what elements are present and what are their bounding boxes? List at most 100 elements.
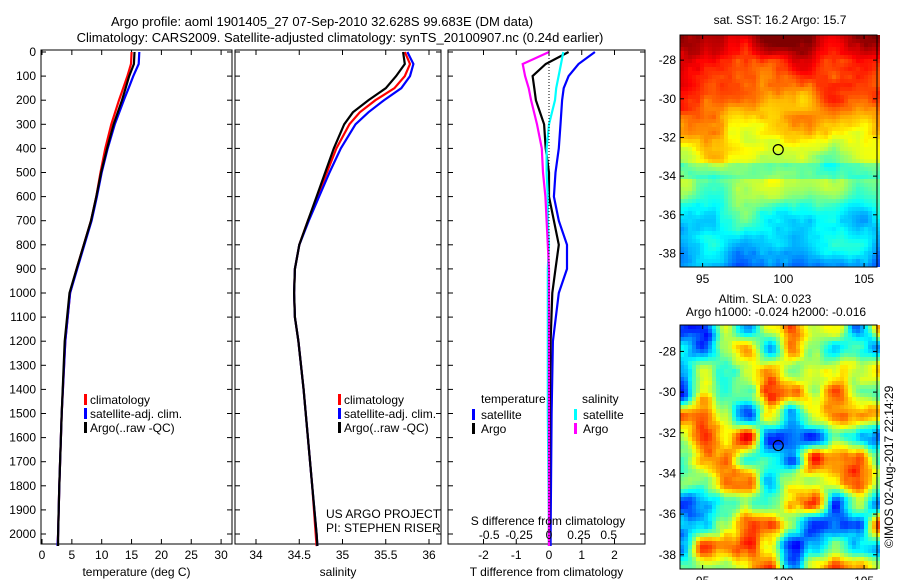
map-cell	[764, 63, 768, 67]
map-cell	[716, 361, 720, 365]
map-cell	[820, 429, 824, 433]
map-cell	[764, 135, 768, 139]
map-cell	[732, 131, 736, 135]
map-cell	[680, 179, 684, 183]
map-cell	[684, 67, 688, 71]
map-cell	[728, 263, 732, 267]
map-cell	[720, 163, 724, 167]
map-cell	[848, 91, 852, 95]
map-cell	[768, 247, 772, 251]
map-cell	[724, 373, 728, 377]
map-cell	[688, 139, 692, 143]
map-cell	[836, 191, 840, 195]
map-cell	[800, 389, 804, 393]
map-cell	[864, 361, 868, 365]
map-cell	[768, 441, 772, 445]
map-cell	[820, 425, 824, 429]
map-cell	[824, 179, 828, 183]
map-cell	[752, 119, 756, 123]
map-cell	[760, 147, 764, 151]
map-cell	[684, 171, 688, 175]
map-cell	[776, 345, 780, 349]
map-cell	[784, 215, 788, 219]
map-cell	[740, 59, 744, 63]
map-cell	[768, 377, 772, 381]
map-cell	[848, 461, 852, 465]
map-cell	[776, 369, 780, 373]
map-cell	[852, 465, 856, 469]
map-cell	[812, 183, 816, 187]
map-cell	[724, 341, 728, 345]
map-cell	[764, 171, 768, 175]
map-cell	[744, 227, 748, 231]
map-cell	[820, 357, 824, 361]
map-cell	[852, 67, 856, 71]
map-cell	[784, 87, 788, 91]
legend-label: satellite	[481, 408, 522, 422]
map-cell	[824, 51, 828, 55]
map-cell	[796, 425, 800, 429]
map-cell	[716, 111, 720, 115]
map-cell	[748, 195, 752, 199]
map-cell	[744, 385, 748, 389]
map-cell	[844, 425, 848, 429]
map-cell	[848, 191, 852, 195]
map-cell	[784, 457, 788, 461]
map-cell	[820, 445, 824, 449]
map-cell	[740, 333, 744, 337]
map-cell	[688, 461, 692, 465]
map-cell	[696, 333, 700, 337]
map-cell	[752, 131, 756, 135]
map-cell	[740, 373, 744, 377]
map-cell	[692, 393, 696, 397]
x-tick-label: 15	[125, 548, 139, 562]
map-cell	[872, 35, 876, 39]
map-cell	[740, 357, 744, 361]
legend-label: satellite	[583, 408, 624, 422]
map-cell	[848, 457, 852, 461]
map-cell	[872, 159, 876, 163]
map-cell	[692, 183, 696, 187]
map-cell	[804, 139, 808, 143]
map-cell	[840, 191, 844, 195]
map-cell	[724, 131, 728, 135]
map-cell	[680, 83, 684, 87]
map-cell	[736, 47, 740, 51]
map-cell	[860, 461, 864, 465]
map-cell	[728, 461, 732, 465]
map-cell	[772, 401, 776, 405]
legend-label: satellite-adj. clim.	[90, 407, 182, 421]
map-cell	[872, 187, 876, 191]
map-cell	[776, 171, 780, 175]
map-cell	[684, 151, 688, 155]
map-cell	[808, 393, 812, 397]
map-cell	[696, 63, 700, 67]
legend-label: climatology	[344, 393, 404, 407]
map-cell	[852, 425, 856, 429]
map-cell	[808, 357, 812, 361]
map-cell	[840, 103, 844, 107]
map-cell	[756, 389, 760, 393]
s-tick-label: 0	[546, 528, 553, 542]
map-cell	[712, 59, 716, 63]
map-cell	[720, 55, 724, 59]
profile-panel-temperature: 0100200300400500600700800900100011001200…	[9, 45, 233, 579]
map-cell	[876, 341, 880, 345]
map-cell	[848, 203, 852, 207]
map-cell	[712, 361, 716, 365]
map-cell	[844, 445, 848, 449]
map-cell	[764, 385, 768, 389]
map-cell	[716, 75, 720, 79]
map-cell	[748, 325, 752, 329]
map-cell	[852, 123, 856, 127]
map-cell	[712, 111, 716, 115]
map-cell	[720, 405, 724, 409]
map-cell	[848, 227, 852, 231]
map-cell	[716, 191, 720, 195]
map-cell	[824, 429, 828, 433]
map-cell	[756, 99, 760, 103]
map-cell	[752, 191, 756, 195]
map-cell	[696, 175, 700, 179]
map-cell	[860, 243, 864, 247]
map-cell	[836, 35, 840, 39]
